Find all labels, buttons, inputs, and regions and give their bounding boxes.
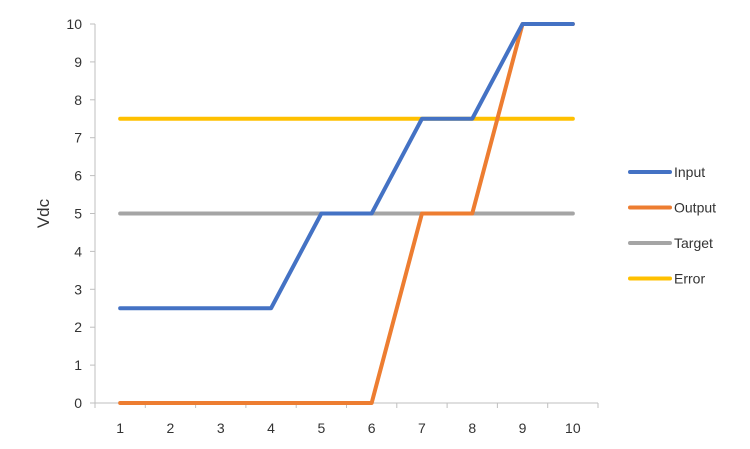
legend-label-target: Target (674, 235, 713, 251)
y-tick-label: 3 (74, 281, 82, 297)
x-tick-label: 2 (167, 420, 175, 436)
legend-label-error: Error (674, 271, 705, 287)
series-line-input (118, 22, 575, 311)
x-tick-label: 3 (217, 420, 225, 436)
y-tick-label: 8 (74, 92, 82, 108)
y-tick-label: 5 (74, 206, 82, 222)
y-tick-label: 0 (74, 395, 82, 411)
y-tick-label: 1 (74, 357, 82, 373)
y-tick-label: 9 (74, 54, 82, 70)
x-tick-label: 10 (565, 420, 581, 436)
y-tick-label: 2 (74, 319, 82, 335)
y-tick-label: 7 (74, 130, 82, 146)
legend-label-output: Output (674, 200, 716, 216)
chart-series (118, 22, 575, 405)
chart-legend: Input Output Target Error (628, 164, 716, 287)
y-tick-label: 6 (74, 168, 82, 184)
legend-label-input: Input (674, 164, 705, 180)
series-line-output (118, 22, 575, 405)
y-tick-label: 4 (74, 243, 82, 259)
x-tick-label: 1 (116, 420, 124, 436)
y-axis-title: Vdc (34, 198, 53, 228)
x-tick-label: 4 (267, 420, 275, 436)
y-tick-label: 10 (66, 16, 82, 32)
x-tick-label: 9 (519, 420, 527, 436)
x-tick-label: 5 (317, 420, 325, 436)
x-tick-label: 7 (418, 420, 426, 436)
x-tick-label: 6 (368, 420, 376, 436)
x-tick-label: 8 (468, 420, 476, 436)
chart-axes: 0 1 2 3 4 5 6 7 8 9 10 1 2 3 4 5 6 7 8 9 10 (66, 16, 599, 436)
